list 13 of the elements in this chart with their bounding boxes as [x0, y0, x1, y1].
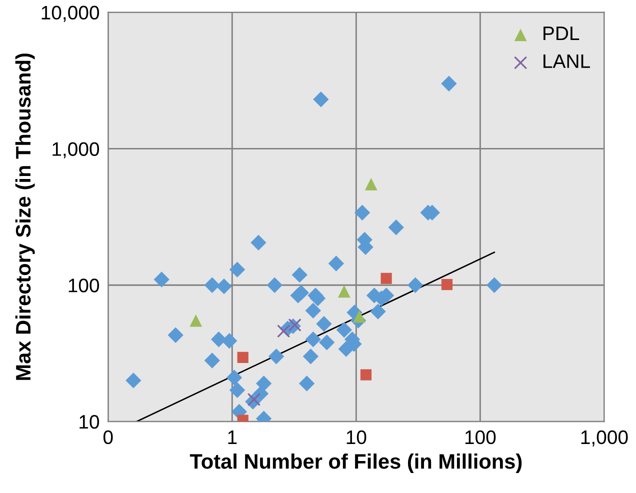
x-tick-label: 1: [228, 430, 237, 444]
y-tick-label: 10,000: [42, 6, 100, 22]
y-tick-label: 1,000: [52, 142, 100, 158]
legend-label: LANL: [544, 54, 590, 68]
x-tick-label: 0: [103, 430, 113, 444]
y-tick-label: 10: [80, 414, 100, 429]
y-axis-title: Max Directory Size (in Thousand): [15, 54, 35, 380]
y-tick-label: 100: [68, 278, 100, 292]
x-tick-label: 10: [346, 430, 366, 444]
x-tick-label: 1,000: [581, 430, 628, 446]
x-tick-label: 100: [465, 430, 496, 444]
x-axis-title: Total Number of Files (in Millions): [190, 454, 522, 473]
legend-label: PDL: [544, 26, 580, 40]
